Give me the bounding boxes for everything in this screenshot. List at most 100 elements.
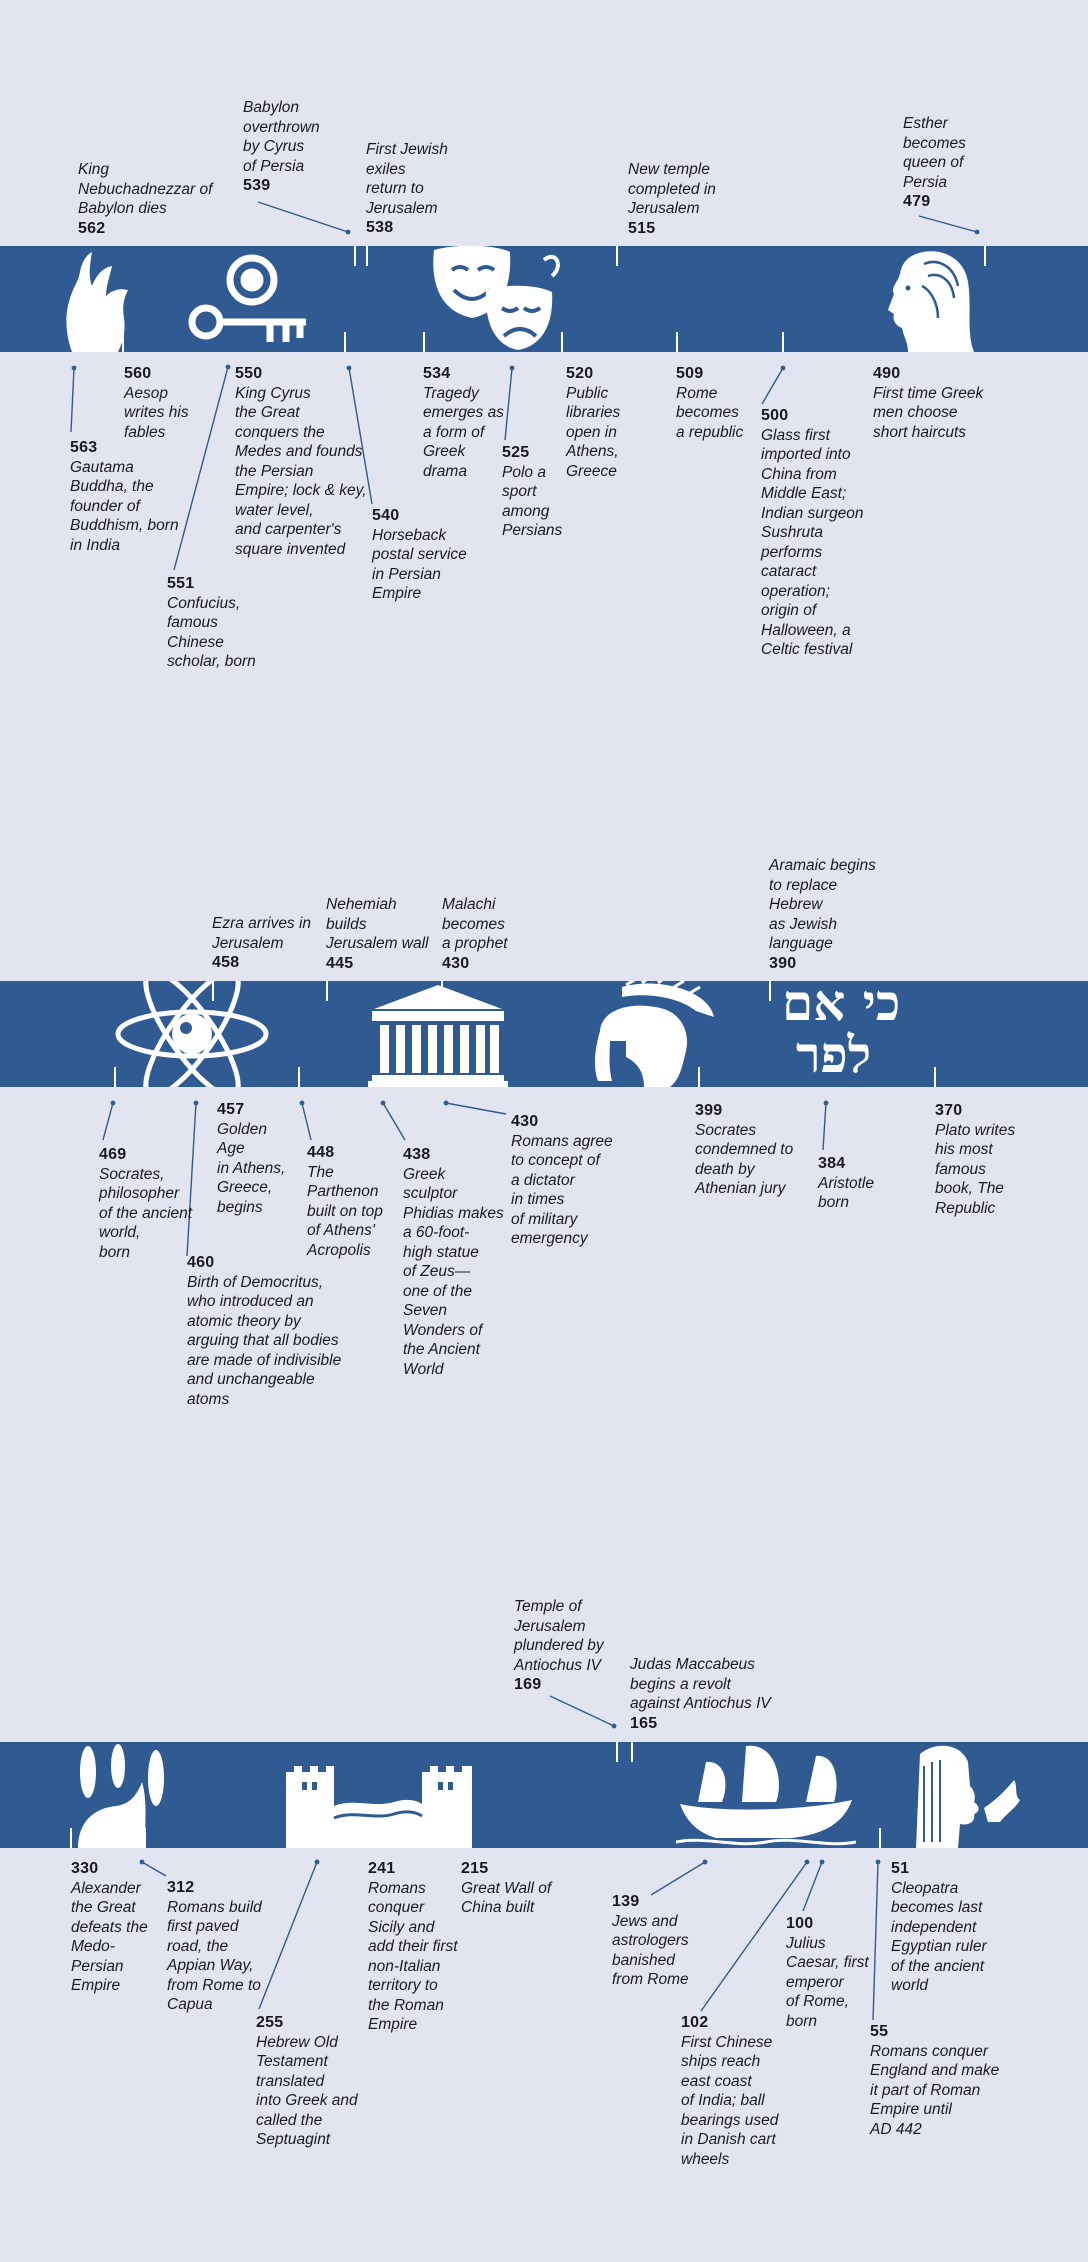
event-text: Great Wall of China built xyxy=(461,1879,552,1917)
event-text: First time Greek men choose short haircu… xyxy=(873,384,984,441)
event-text: First Jewish exiles return to Jerusalem xyxy=(366,141,448,217)
event-text: Golden Age in Athens, Greece, begins xyxy=(217,1120,286,1216)
event-text: Public libraries open in Athens, Greece xyxy=(566,384,621,480)
event-text: Romans agree to concept of a dictator in… xyxy=(511,1132,613,1248)
event-year: 538 xyxy=(366,219,394,236)
event-255: 255 Hebrew Old Testament translated into… xyxy=(256,2013,358,2150)
event-year: 100 xyxy=(786,1915,814,1932)
event-year: 509 xyxy=(676,365,704,382)
event-469: 469 Socrates, philosopher of the ancient… xyxy=(99,1145,192,1262)
event-399: 399 Socrates condemned to death by Athen… xyxy=(695,1101,793,1199)
event-text: Malachi becomes a prophet xyxy=(442,896,508,952)
event-text: Esther becomes queen of Persia xyxy=(903,115,966,191)
event-year: 139 xyxy=(612,1893,640,1910)
event-text: Aesop writes his fables xyxy=(124,384,189,441)
event-102: 102 First Chinese ships reach east coast… xyxy=(681,2013,778,2169)
event-year: 458 xyxy=(212,954,240,971)
theater-masks-icon xyxy=(424,246,564,352)
event-text: The Parthenon built on top of Athens' Ac… xyxy=(307,1163,383,1259)
event-534: 534 Tragedy emerges as a form of Greek d… xyxy=(423,364,504,481)
event-year: 215 xyxy=(461,1860,489,1877)
event-text: Birth of Democritus, who introduced an a… xyxy=(187,1273,342,1408)
event-text: Cleopatra becomes last independent Egypt… xyxy=(891,1879,987,1995)
event-457: 457 Golden Age in Athens, Greece, begins xyxy=(217,1100,285,1217)
event-text: Alexander the Great defeats the Medo- Pe… xyxy=(71,1879,148,1995)
event-year: 330 xyxy=(71,1860,99,1877)
event-text: Glass first imported into China from Mid… xyxy=(761,426,864,659)
event-51: 51 Cleopatra becomes last independent Eg… xyxy=(891,1859,987,1996)
event-390: Aramaic begins to replace Hebrew as Jewi… xyxy=(769,856,876,973)
atom-icon xyxy=(112,981,272,1087)
event-year: 479 xyxy=(903,193,931,210)
event-text: New temple completed in Jerusalem xyxy=(628,161,716,217)
event-text: Romans build first paved road, the Appia… xyxy=(167,1898,262,2014)
event-text: King Nebuchadnezzar of Babylon dies xyxy=(78,161,213,217)
event-year: 515 xyxy=(628,219,656,237)
event-text: Tragedy emerges as a form of Greek drama xyxy=(423,384,504,480)
event-year: 563 xyxy=(70,439,98,456)
event-55: 55 Romans conquer England and make it pa… xyxy=(870,2022,999,2139)
event-year: 550 xyxy=(235,365,263,382)
event-520: 520 Public libraries open in Athens, Gre… xyxy=(566,364,620,481)
event-490: 490 First time Greek men choose short ha… xyxy=(873,364,983,442)
event-text: Rome becomes a republic xyxy=(676,384,744,441)
event-538: First Jewish exiles return to Jerusalem … xyxy=(366,140,448,238)
event-448: 448 The Parthenon built on top of Athens… xyxy=(307,1143,383,1260)
event-year: 445 xyxy=(326,954,354,972)
event-139: 139 Jews and astrologers banished from R… xyxy=(612,1892,689,1990)
event-year: 430 xyxy=(442,954,470,972)
great-wall-icon xyxy=(284,1742,474,1848)
greek-woman-profile-icon xyxy=(878,246,974,352)
event-text: Babylon overthrown by Cyrus of Persia xyxy=(243,99,320,175)
event-460: 460 Birth of Democritus, who introduced … xyxy=(187,1253,341,1409)
event-year: 102 xyxy=(681,2014,709,2031)
event-year: 384 xyxy=(818,1155,846,1172)
chinese-junk-icon xyxy=(676,1742,856,1848)
event-169: Temple of Jerusalem plundered by Antioch… xyxy=(514,1597,604,1695)
event-text: First Chinese ships reach east coast of … xyxy=(681,2033,779,2168)
event-540: 540 Horseback postal service in Persian … xyxy=(372,506,467,604)
event-241: 241 Romans conquer Sicily and add their … xyxy=(368,1859,458,2035)
key-icon xyxy=(186,246,316,352)
event-year: 540 xyxy=(372,507,400,524)
event-year: 490 xyxy=(873,365,901,382)
event-text: Temple of Jerusalem plundered by Antioch… xyxy=(514,1598,604,1674)
event-year: 312 xyxy=(167,1879,195,1896)
event-text: King Cyrus the Great conquers the Medes … xyxy=(235,384,367,558)
event-525: 525 Polo a sport among Persians xyxy=(502,443,562,541)
event-year: 370 xyxy=(935,1102,963,1119)
event-text: Gautama Buddha, the founder of Buddhism,… xyxy=(70,458,179,554)
event-year: 438 xyxy=(403,1146,431,1163)
event-text: Julius Caesar, first emperor of Rome, bo… xyxy=(786,1934,869,2030)
event-100: 100 Julius Caesar, first emperor of Rome… xyxy=(786,1914,869,2031)
parthenon-icon xyxy=(366,981,510,1087)
event-370: 370 Plato writes his most famous book, T… xyxy=(935,1101,1015,1218)
event-text: Plato writes his most famous book, The R… xyxy=(935,1121,1016,1217)
hebrew-letters-icon: כי אם xyxy=(782,973,901,1032)
greek-helmet-icon xyxy=(586,981,716,1087)
event-text: Socrates condemned to death by Athenian … xyxy=(695,1121,794,1198)
event-year: 457 xyxy=(217,1101,245,1118)
event-text: Confucius, famous Chinese scholar, born xyxy=(167,594,256,671)
event-312: 312 Romans build first paved road, the A… xyxy=(167,1878,262,2015)
event-year: 520 xyxy=(566,365,594,382)
event-438: 438 Greek sculptor Phidias makes a 60-fo… xyxy=(403,1145,504,1379)
event-year: 448 xyxy=(307,1144,335,1161)
event-text: Judas Maccabeus begins a revolt against … xyxy=(630,1656,771,1712)
event-year: 469 xyxy=(99,1146,127,1163)
event-479: Esther becomes queen of Persia 479 xyxy=(903,114,966,212)
event-text: Aramaic begins to replace Hebrew as Jewi… xyxy=(769,857,876,952)
event-text: Ezra arrives in Jerusalem xyxy=(212,915,312,952)
event-text: Nehemiah builds Jerusalem wall xyxy=(326,896,429,952)
event-500: 500 Glass first imported into China from… xyxy=(761,406,864,660)
event-text: Polo a sport among Persians xyxy=(502,463,563,540)
event-year: 525 xyxy=(502,444,530,461)
event-year: 551 xyxy=(167,575,195,592)
event-215: 215 Great Wall of China built xyxy=(461,1859,551,1918)
event-year: 562 xyxy=(78,219,106,237)
event-year: 500 xyxy=(761,407,789,424)
event-year: 560 xyxy=(124,365,152,382)
event-year: 539 xyxy=(243,177,271,194)
event-year: 430 xyxy=(511,1113,539,1130)
event-430-dictator: 430 Romans agree to concept of a dictato… xyxy=(511,1112,613,1249)
